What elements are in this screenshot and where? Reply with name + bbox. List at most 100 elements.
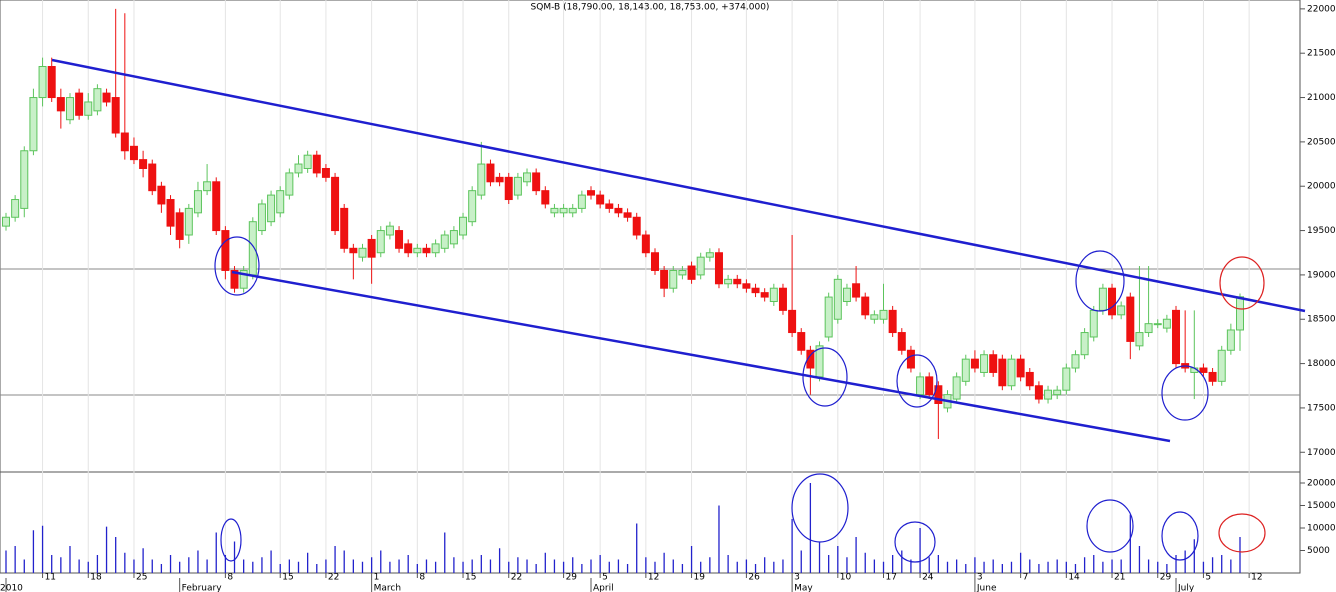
candle-body bbox=[641, 234, 650, 254]
x-tick-label: 7 bbox=[1023, 573, 1029, 583]
candle-body bbox=[870, 314, 879, 320]
y-tick-label: 17500 bbox=[1307, 403, 1336, 413]
candle-body bbox=[650, 252, 659, 271]
candle-body bbox=[1208, 371, 1217, 382]
candle-body bbox=[431, 243, 440, 254]
candle-body bbox=[769, 287, 778, 303]
candle-body bbox=[422, 247, 431, 254]
candle-body bbox=[248, 221, 257, 276]
x-tick-label: 29 bbox=[566, 573, 578, 583]
candle-body bbox=[559, 207, 568, 214]
circle bbox=[802, 347, 848, 407]
candle-body bbox=[1016, 358, 1025, 378]
candle-body bbox=[175, 212, 184, 240]
candle-body bbox=[65, 97, 74, 121]
candle-body bbox=[148, 163, 157, 192]
candle-body bbox=[888, 309, 897, 334]
circle bbox=[1161, 365, 1209, 421]
candle-body bbox=[660, 269, 669, 289]
candle-body bbox=[623, 212, 632, 218]
x-tick-label: 22 bbox=[511, 573, 522, 583]
candle-body bbox=[733, 278, 742, 285]
y-tick-label: 19000 bbox=[1307, 270, 1336, 280]
x-tick-label: 15 bbox=[465, 573, 476, 583]
candle-body bbox=[1236, 296, 1244, 331]
candle-body bbox=[788, 309, 797, 334]
y-tick-label: 20500 bbox=[1307, 137, 1336, 147]
candle-body bbox=[751, 287, 760, 294]
candle-body bbox=[1007, 358, 1016, 387]
candle-body bbox=[513, 176, 522, 196]
candle-body bbox=[550, 207, 559, 214]
month-label: April bbox=[593, 584, 614, 592]
candle-body bbox=[632, 216, 641, 236]
candle-body bbox=[212, 181, 221, 232]
candle-body bbox=[970, 358, 979, 369]
annotations bbox=[214, 236, 1266, 563]
y-tick-label: 5000 bbox=[1307, 546, 1330, 556]
circle bbox=[1161, 511, 1199, 561]
circle bbox=[791, 473, 849, 543]
candle-body bbox=[824, 296, 833, 338]
candle-body bbox=[596, 194, 605, 205]
candle-body bbox=[139, 159, 148, 169]
candle-body bbox=[797, 332, 806, 351]
candle-body bbox=[193, 190, 202, 214]
candle-body bbox=[1034, 385, 1043, 400]
x-tick-label: 10 bbox=[840, 573, 852, 583]
candle-body bbox=[340, 207, 349, 249]
candle-body bbox=[303, 154, 312, 169]
y-tick-label: 17000 bbox=[1307, 448, 1336, 458]
candle-body bbox=[56, 97, 65, 112]
month-label: March bbox=[374, 584, 401, 592]
candle-body bbox=[29, 97, 38, 152]
candle-body bbox=[833, 278, 842, 320]
candle-body bbox=[477, 163, 486, 196]
circle bbox=[894, 521, 936, 563]
x-tick-label: 5 bbox=[1205, 573, 1211, 583]
candle-body bbox=[998, 358, 1007, 387]
candle-body bbox=[961, 358, 970, 382]
candle-body bbox=[47, 66, 56, 99]
x-tick-label: 12 bbox=[648, 573, 659, 583]
x-tick-label: 29 bbox=[1160, 573, 1172, 583]
candle-body bbox=[916, 376, 925, 396]
x-tick-label: 18 bbox=[90, 573, 102, 583]
y-tick-label: 21000 bbox=[1307, 93, 1336, 103]
x-tick-label: 25 bbox=[136, 573, 147, 583]
candle-body bbox=[1126, 296, 1135, 342]
candle-body bbox=[385, 225, 394, 236]
chart-title: SQM-B (18,790.00, 18,143.00, 18,753.00, … bbox=[531, 3, 770, 13]
candle-body bbox=[587, 190, 596, 196]
candle-body bbox=[312, 154, 321, 174]
y-tick-label: 18000 bbox=[1307, 359, 1336, 369]
candle-body bbox=[897, 332, 906, 351]
upper-trend-line bbox=[51, 58, 1306, 313]
candle-body bbox=[724, 278, 733, 285]
x-tick-label: 8 bbox=[419, 573, 425, 583]
candle-body bbox=[120, 132, 129, 152]
candle-body bbox=[257, 203, 266, 232]
candle-body bbox=[230, 269, 239, 289]
candle-body bbox=[742, 283, 751, 289]
x-tick-label: 19 bbox=[694, 573, 706, 583]
candle-body bbox=[93, 88, 102, 112]
candle-body bbox=[11, 199, 20, 218]
candle-body bbox=[614, 207, 623, 214]
candle-body bbox=[367, 238, 376, 258]
y-tick-label: 21500 bbox=[1307, 49, 1336, 59]
candle-body bbox=[20, 150, 29, 209]
candle-body bbox=[1044, 389, 1053, 400]
candle-body bbox=[349, 247, 358, 254]
candle-body bbox=[321, 167, 330, 178]
candle-body bbox=[413, 247, 422, 254]
candle-body bbox=[267, 194, 276, 223]
candles bbox=[2, 0, 1250, 573]
candle-body bbox=[696, 256, 705, 276]
x-tick-label: 1 bbox=[374, 573, 380, 583]
circle bbox=[1218, 513, 1266, 553]
x-tick-label: 5 bbox=[602, 573, 608, 583]
circle bbox=[220, 518, 242, 562]
x-tick-label: 14 bbox=[1068, 573, 1080, 583]
